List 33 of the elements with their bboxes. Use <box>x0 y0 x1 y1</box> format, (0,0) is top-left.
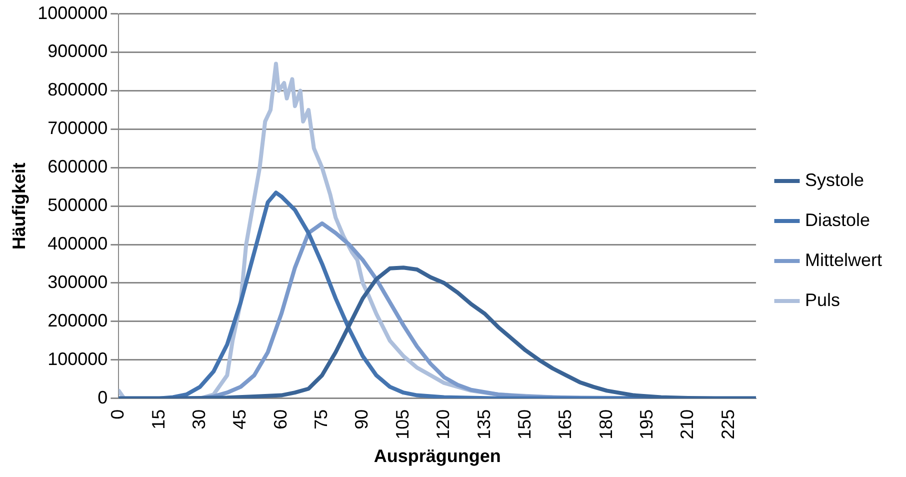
x-tick-label: 105 <box>392 409 412 440</box>
y-tick-label: 500000 <box>48 195 108 216</box>
x-tick-label: 225 <box>718 409 738 440</box>
x-axis-title: Ausprägungen <box>374 446 501 466</box>
y-tick-label: 800000 <box>48 80 108 100</box>
y-tick-label: 900000 <box>48 41 108 62</box>
y-tick-label: 1000000 <box>38 2 108 23</box>
x-tick-label: 195 <box>636 409 656 440</box>
y-tick-label: 600000 <box>48 156 108 177</box>
x-tick-label: 135 <box>474 409 494 440</box>
x-tick-label: 90 <box>352 409 372 430</box>
y-tick-label: 400000 <box>48 234 108 254</box>
x-tick-label: 180 <box>596 409 616 440</box>
x-tick-label: 120 <box>433 409 454 440</box>
y-tick-label: 100000 <box>48 348 108 369</box>
legend-label: Systole <box>804 170 864 190</box>
y-tick-label: 200000 <box>48 310 108 330</box>
x-tick-label: 150 <box>514 409 534 440</box>
x-tick-label: 165 <box>555 409 576 440</box>
y-tick-label: 700000 <box>48 118 108 138</box>
legend-label: Diastole <box>804 210 870 230</box>
x-tick-label: 210 <box>677 409 698 440</box>
y-tick-label: 0 <box>98 387 108 408</box>
y-axis-title: Häufigkeit <box>8 162 29 250</box>
legend-label: Mittelwert <box>804 250 882 270</box>
y-tick-label: 300000 <box>48 272 108 292</box>
x-tick-label: 75 <box>311 409 332 430</box>
x-tick-label: 0 <box>108 409 128 420</box>
x-tick-label: 30 <box>189 409 210 430</box>
legend-label: Puls <box>804 290 840 310</box>
x-tick-label: 60 <box>270 409 290 430</box>
x-tick-label: 15 <box>148 409 168 430</box>
x-tick-label: 45 <box>230 409 250 430</box>
